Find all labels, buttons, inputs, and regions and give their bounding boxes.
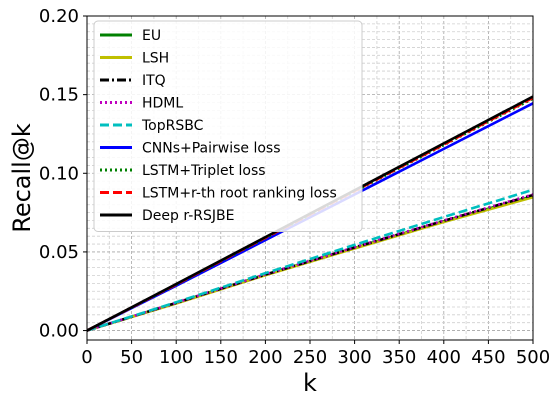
legend-label: LSTM+r-th root ranking loss: [142, 186, 337, 202]
x-tick-label: 300: [337, 347, 371, 368]
y-tick-label: 0.15: [39, 85, 79, 106]
legend-label: HDML: [142, 96, 183, 112]
x-tick-label: 400: [427, 347, 461, 368]
x-tick-label: 250: [293, 347, 327, 368]
legend-box: [93, 20, 363, 232]
legend-label: LSH: [142, 51, 169, 67]
series-line-2: [86, 193, 534, 332]
y-tick-label: 0.20: [39, 6, 79, 27]
legend-label: Deep r-RSJBE: [142, 208, 234, 224]
x-tick-label: 500: [516, 347, 550, 368]
legend-label: ITQ: [142, 73, 166, 89]
y-axis-label: Recall@k: [8, 123, 36, 233]
x-axis-label: k: [303, 369, 317, 397]
x-tick-label: 0: [81, 347, 92, 368]
x-tick-label: 450: [471, 347, 505, 368]
legend-label: LSTM+Triplet loss: [142, 163, 266, 179]
legend-label: TopRSBC: [141, 118, 204, 134]
ticks: 0 50 100 150 200 250 300 350 400 450 500 0.00 0.05 0.…: [39, 6, 550, 368]
x-tick-label: 200: [248, 347, 282, 368]
legend-label: EU: [142, 28, 161, 44]
legend-label: CNNs+Pairwise loss: [142, 141, 281, 157]
y-tick-label: 0.05: [39, 242, 79, 263]
x-tick-label: 150: [204, 347, 238, 368]
legend: EU LSH ITQ HDML TopRSBC CNNs+Pairwise loss LST…: [93, 20, 363, 232]
x-tick-label: 50: [120, 347, 143, 368]
x-tick-label: 100: [159, 347, 193, 368]
y-tick-label: 0.10: [39, 163, 79, 184]
x-tick-label: 350: [382, 347, 416, 368]
series-line-4: [86, 188, 534, 332]
y-tick-label: 0.00: [39, 321, 79, 342]
